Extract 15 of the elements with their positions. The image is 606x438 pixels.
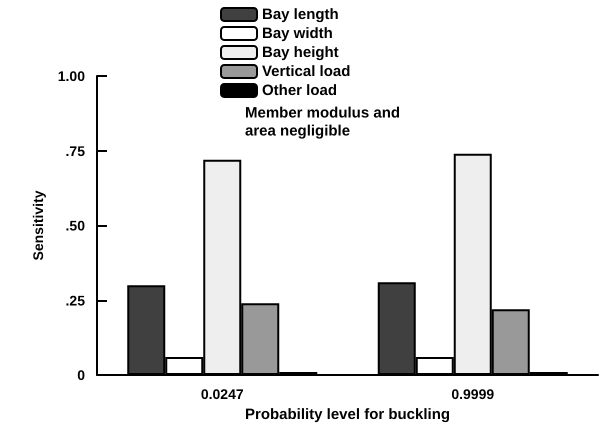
y-tick-label: .75 xyxy=(66,142,86,159)
y-axis-title: Sensitivity xyxy=(30,190,46,261)
y-tick-label: .50 xyxy=(66,218,86,234)
legend-label: Bay height xyxy=(262,44,339,61)
legend-label: Vertical load xyxy=(262,63,350,80)
x-axis-title: Probability level for buckling xyxy=(244,406,450,423)
y-tick-label: 1.00 xyxy=(58,68,86,84)
legend-label: Bay length xyxy=(262,6,339,23)
legend-label: Bay width xyxy=(262,25,333,42)
annotation: Member modulus and area negligible xyxy=(245,104,400,140)
legend-label: Other load xyxy=(262,82,338,99)
y-tick-label: .25 xyxy=(66,292,86,308)
y-tick-label: 0 xyxy=(77,367,86,383)
x-tick-label: 0.9999 xyxy=(451,386,494,402)
x-tick-label: 0.0247 xyxy=(200,386,244,402)
